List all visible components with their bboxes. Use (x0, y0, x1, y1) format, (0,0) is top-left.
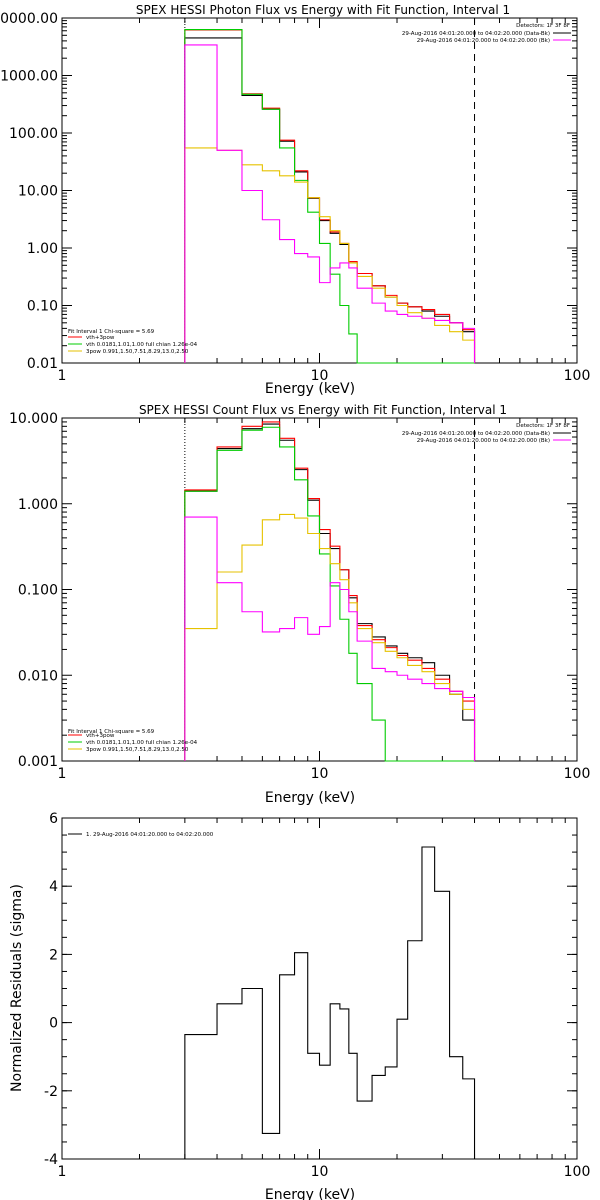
count-flux-legend-right-label: 29-Aug-2016 04:01:20.000 to 04:02:20.000… (402, 431, 550, 437)
photon-flux-xtick-label: 100 (564, 368, 591, 384)
photon-flux-legend-left-label: 3pow 0.991,1.50,7.51,8.29,13.0,2.50 (86, 349, 189, 355)
count-flux-legend-right-label: 29-Aug-2016 04:01:20.000 to 04:02:20.000… (417, 438, 550, 444)
photon-flux-legend-left-label: vth 0.0181,1.01,1.00 full chian 1.26e-04 (86, 342, 198, 348)
residuals-ytick-label: -2 (44, 1084, 58, 1100)
residuals-ytick-label: 6 (49, 811, 58, 827)
count-flux-xtick-label: 10 (311, 766, 329, 782)
residuals-panel: -4 -2 0 2 4 6 1 10 100 Energy (keV) Normalized … (9, 811, 590, 1200)
count-flux-ytick-label: 0.100 (18, 583, 58, 599)
photon-flux-ytick-label: 0.10 (27, 299, 58, 315)
photon-flux-panel: SPEX HESSI Photon Flux vs Energy with Fi… (0, 3, 590, 397)
residuals-ylabel: Normalized Residuals (sigma) (9, 884, 25, 1092)
photon-flux-series-bk (184, 44, 476, 363)
photon-flux-legend-left-label: vth+3pow (86, 335, 115, 341)
photon-flux-fit-header: Fit Interval 1 Chi-square = 5.69 (68, 329, 155, 335)
photon-flux-legend-right-label: 29-Aug-2016 04:01:20.000 to 04:02:20.000… (402, 31, 550, 37)
photon-flux-ytick-label: 1.00 (27, 241, 58, 257)
count-flux-ytick-label: 0.001 (18, 754, 58, 770)
photon-flux-detectors: Detectors: 1F 3F 8F (516, 23, 570, 29)
residuals-frame (61, 817, 578, 1160)
count-flux-panel: SPEX HESSI Count Flux vs Energy with Fit… (9, 403, 590, 806)
residuals-series-1-29-aug-2016-04-01-20-000-to-04-02-20-000 (184, 846, 476, 1159)
photon-flux-ytick-label: 10000.00 (0, 11, 58, 27)
count-flux-frame (61, 417, 578, 762)
count-flux-series-3pow (184, 513, 476, 761)
count-flux-legend-left-label: vth+3pow (86, 733, 115, 739)
residuals-ytick-label: 2 (49, 947, 58, 963)
count-flux-legend-left-label: vth 0.0181,1.01,1.00 full chian 1.26e-04 (86, 740, 198, 746)
count-flux-title: SPEX HESSI Count Flux vs Energy with Fit… (139, 403, 507, 417)
residuals-xtick-label: 100 (564, 1164, 591, 1180)
photon-flux-ytick-label: 10.00 (18, 184, 58, 200)
photon-flux-ytick-label: 0.01 (27, 356, 58, 372)
photon-flux-legend-left: Fit Interval 1 Chi-square = 5.69 vth+3po… (68, 329, 198, 355)
count-flux-legend-right: Detectors: 1F 3F 8F 29-Aug-2016 04:01:20… (402, 423, 571, 444)
photon-flux-frame (61, 17, 578, 364)
count-flux-ytick-label: 0.010 (18, 668, 58, 684)
photon-flux-xtick-label: 10 (311, 368, 329, 384)
photon-flux-title: SPEX HESSI Photon Flux vs Energy with Fi… (136, 3, 510, 17)
residuals-ytick-label: 0 (49, 1016, 58, 1032)
residuals-xlabel: Energy (keV) (265, 1187, 355, 1200)
photon-flux-legend-right: Detectors: 1F 3F 8F 29-Aug-2016 04:01:20… (402, 23, 571, 44)
count-flux-detectors: Detectors: 1F 3F 8F (516, 423, 570, 429)
residuals-legend-left-label: 1. 29-Aug-2016 04:01:20.000 to 04:02:20.… (86, 832, 214, 838)
photon-flux-ytick-label: 100.00 (9, 126, 58, 142)
photon-flux-xlabel: Energy (keV) (265, 381, 355, 397)
count-flux-series-bk (184, 516, 476, 761)
count-flux-ytick-label: 10.000 (9, 411, 58, 427)
count-flux-fit-header: Fit Interval 1 Chi-square = 5.69 (68, 729, 155, 735)
count-flux-xtick-label: 1 (58, 766, 67, 782)
residuals-xtick-label: 10 (311, 1164, 329, 1180)
photon-flux-legend-right-label: 29-Aug-2016 04:01:20.000 to 04:02:20.000… (417, 38, 550, 44)
photon-flux-series-vth-3pow (184, 29, 476, 363)
residuals-ytick-label: -4 (44, 1152, 58, 1168)
count-flux-xlabel: Energy (keV) (265, 790, 355, 806)
residuals-legend: 1. 29-Aug-2016 04:01:20.000 to 04:02:20.… (68, 832, 214, 838)
count-flux-legend-left-label: 3pow 0.991,1.50,7.51,8.29,13.0,2.50 (86, 747, 189, 753)
residuals-ytick-label: 4 (49, 879, 58, 895)
count-flux-legend-left: Fit Interval 1 Chi-square = 5.69 vth+3po… (68, 729, 198, 753)
residuals-xtick-label: 1 (58, 1164, 67, 1180)
count-flux-ytick-label: 1.000 (18, 497, 58, 513)
count-flux-xtick-label: 100 (564, 766, 591, 782)
photon-flux-series-vth (184, 28, 475, 364)
photon-flux-series-data-bk (184, 37, 476, 363)
photon-flux-xtick-label: 1 (58, 368, 67, 384)
photon-flux-ytick-label: 1000.00 (0, 69, 58, 85)
